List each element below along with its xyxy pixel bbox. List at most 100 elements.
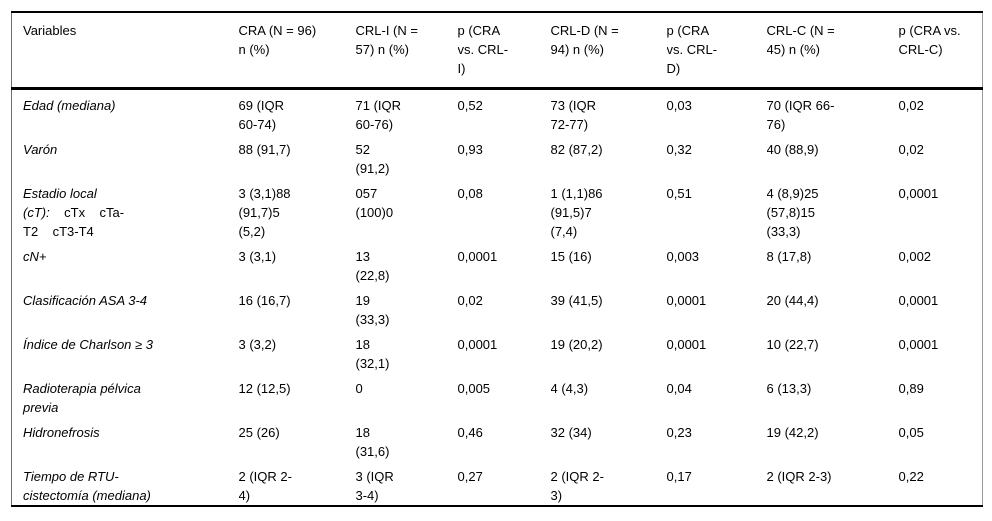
row-label-text: Edad (mediana) <box>23 98 116 113</box>
cell: 0,05 <box>898 425 924 440</box>
cell: 0,51 <box>666 186 692 201</box>
table-row-cn-plus: cN+ 3 (3,1) 13 (22,8) 0,0001 15 (16) 0,0… <box>12 241 983 285</box>
cell: 4 (8,9)25 (57,8)15 (33,3) <box>766 186 819 239</box>
cell: 0,22 <box>898 469 924 484</box>
table-row-hidronefrosis: Hidronefrosis 25 (26) 18 (31,6) 0,46 32 … <box>12 417 983 461</box>
cell: 73 (IQR 72-77) <box>550 98 597 132</box>
cell: 2 (IQR 2- 4) <box>238 469 292 503</box>
row-label-text: cN+ <box>23 249 47 264</box>
header-cell-p-cra-vs-crl-i: p (CRA vs. CRL- I) <box>457 23 509 76</box>
cell: 0,27 <box>457 469 483 484</box>
cell: 6 (13,3) <box>766 381 812 396</box>
cell: 0,02 <box>457 293 483 308</box>
cell: 82 (87,2) <box>550 142 603 157</box>
row-label: Varón <box>12 134 239 178</box>
row-label: Radioterapia pélvica previa <box>12 373 239 417</box>
row-label: Edad (mediana) <box>12 89 239 135</box>
cell: 18 (31,6) <box>355 425 390 459</box>
cell: 70 (IQR 66- 76) <box>766 98 835 132</box>
row-label: Índice de Charlson ≥ 3 <box>12 329 239 373</box>
cell: 0,003 <box>666 249 700 264</box>
cell: 8 (17,8) <box>766 249 812 264</box>
cell: 0,0001 <box>898 293 939 308</box>
row-label: Estadio local (cT): cTx cTa- T2 cT3-T4 <box>12 178 239 241</box>
row-label-text: Hidronefrosis <box>23 425 100 440</box>
cell: 18 (32,1) <box>355 337 390 371</box>
cell: 0,0001 <box>666 293 707 308</box>
row-label-text: Radioterapia pélvica previa <box>23 381 141 415</box>
cell: 12 (12,5) <box>238 381 291 396</box>
table-row-radioterapia: Radioterapia pélvica previa 12 (12,5) 0 … <box>12 373 983 417</box>
table-row-tiempo-rtu: Tiempo de RTU- cistectomía (mediana) 2 (… <box>12 461 983 506</box>
header-cell-crl-d: CRL-D (N = 94) n (%) <box>550 23 619 57</box>
cell: 19 (42,2) <box>766 425 819 440</box>
row-label-text-regular: cTx cTa- T2 cT3-T4 <box>23 205 125 239</box>
cell: 25 (26) <box>238 425 280 440</box>
row-label-text: Clasificación ASA 3-4 <box>23 293 148 308</box>
cell: 39 (41,5) <box>550 293 603 308</box>
cell: 057 (100)0 <box>355 186 394 220</box>
cell: 0,002 <box>898 249 932 264</box>
row-label: Hidronefrosis <box>12 417 239 461</box>
cell: 0,46 <box>457 425 483 440</box>
cell: 0,0001 <box>666 337 707 352</box>
cell: 0,0001 <box>457 249 498 264</box>
cell: 88 (91,7) <box>238 142 291 157</box>
header-cell-crl-c: CRL-C (N = 45) n (%) <box>766 23 835 57</box>
table-row-clasificacion-asa: Clasificación ASA 3-4 16 (16,7) 19 (33,3… <box>12 285 983 329</box>
cell: 0,89 <box>898 381 924 396</box>
cell: 1 (1,1)86 (91,5)7 (7,4) <box>550 186 603 239</box>
cell: 3 (3,2) <box>238 337 277 352</box>
cell: 0,02 <box>898 142 924 157</box>
row-label: cN+ <box>12 241 239 285</box>
cell: 15 (16) <box>550 249 592 264</box>
cell: 2 (IQR 2- 3) <box>550 469 604 503</box>
header-cell-variables: Variables <box>23 23 77 38</box>
cell: 13 (22,8) <box>355 249 390 283</box>
cell: 0,03 <box>666 98 692 113</box>
row-label-text: Tiempo de RTU- cistectomía (mediana) <box>23 469 151 503</box>
cell: 69 (IQR 60-74) <box>238 98 285 132</box>
header-cell-p-cra-vs-crl-c: p (CRA vs. CRL-C) <box>898 23 961 57</box>
cell: 0,93 <box>457 142 483 157</box>
header-cell-crl-i: CRL-I (N = 57) n (%) <box>355 23 418 57</box>
cell: 20 (44,4) <box>766 293 819 308</box>
cell: 0,0001 <box>898 337 939 352</box>
table-row-indice-charlson: Índice de Charlson ≥ 3 3 (3,2) 18 (32,1)… <box>12 329 983 373</box>
header-cell-p-cra-vs-crl-d: p (CRA vs. CRL- D) <box>666 23 718 76</box>
cell: 3 (IQR 3-4) <box>355 469 394 503</box>
row-label: Clasificación ASA 3-4 <box>12 285 239 329</box>
cell: 0,0001 <box>457 337 498 352</box>
cell: 0 <box>355 381 363 396</box>
row-label-text: Estadio local (cT): <box>23 186 97 220</box>
cell: 0,0001 <box>898 186 939 201</box>
cell: 3 (3,1) <box>238 249 277 264</box>
cell: 3 (3,1)88 (91,7)5 (5,2) <box>238 186 291 239</box>
cell: 19 (33,3) <box>355 293 390 327</box>
comparison-table: Variables CRA (N = 96) n (%) CRL-I (N = … <box>11 11 983 507</box>
row-label: Tiempo de RTU- cistectomía (mediana) <box>12 461 239 506</box>
cell: 19 (20,2) <box>550 337 603 352</box>
cell: 10 (22,7) <box>766 337 819 352</box>
row-label-text: Varón <box>23 142 58 157</box>
table-row-edad: Edad (mediana) 69 (IQR 60-74) 71 (IQR 60… <box>12 89 983 135</box>
cell: 0,02 <box>898 98 924 113</box>
cell: 4 (4,3) <box>550 381 589 396</box>
cell: 0,52 <box>457 98 483 113</box>
cell: 0,08 <box>457 186 483 201</box>
cell: 0,17 <box>666 469 692 484</box>
table-row-estadio-local: Estadio local (cT): cTx cTa- T2 cT3-T4 3… <box>12 178 983 241</box>
cell: 0,04 <box>666 381 692 396</box>
cell: 71 (IQR 60-76) <box>355 98 402 132</box>
cell: 0,23 <box>666 425 692 440</box>
cell: 40 (88,9) <box>766 142 819 157</box>
header-row: Variables CRA (N = 96) n (%) CRL-I (N = … <box>11 12 983 89</box>
cell: 16 (16,7) <box>238 293 291 308</box>
cell: 2 (IQR 2-3) <box>766 469 832 484</box>
cell: 32 (34) <box>550 425 592 440</box>
cell: 0,005 <box>457 381 491 396</box>
row-label-text: Índice de Charlson ≥ 3 <box>23 337 153 352</box>
paper-table-region: Variables CRA (N = 96) n (%) CRL-I (N = … <box>11 11 983 507</box>
cell: 0,32 <box>666 142 692 157</box>
table-row-varon: Varón 88 (91,7) 52 (91,2) 0,93 82 (87,2)… <box>12 134 983 178</box>
